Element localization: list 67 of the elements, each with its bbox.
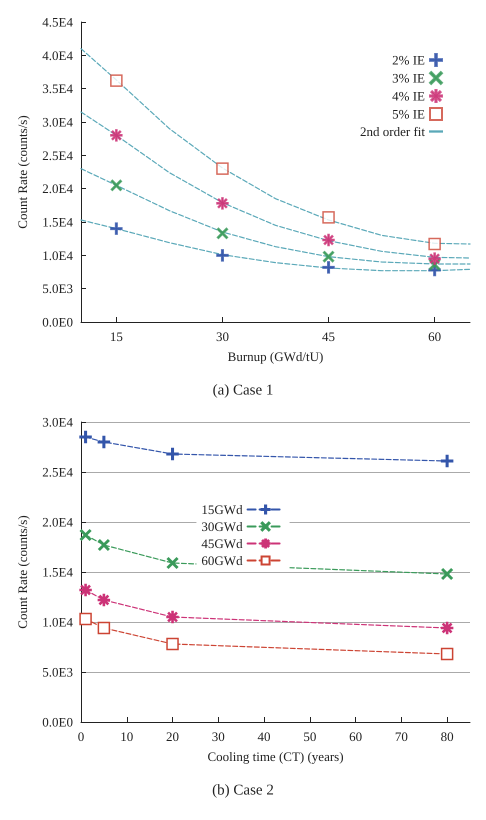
legend-label: 45GWd	[201, 536, 244, 551]
point	[98, 539, 110, 551]
y-tick-label: 5.0E3	[42, 664, 73, 680]
point	[322, 261, 335, 274]
y-tick-label: 2.0E4	[42, 514, 74, 530]
point	[322, 211, 335, 224]
x-tick-label: 0	[78, 729, 84, 744]
y-tick-label: 0.0E0	[42, 714, 73, 730]
x-tick-label: 20	[166, 729, 180, 744]
point	[441, 568, 453, 580]
y-tick-label: 4.0E4	[42, 48, 74, 63]
point	[166, 448, 179, 460]
point	[440, 454, 454, 468]
y-tick-label: 4.5E4	[42, 14, 74, 30]
point	[98, 622, 110, 634]
x-tick-label: 80	[440, 729, 454, 744]
x-tick-label: 15	[110, 329, 123, 344]
text: (b) Case 2	[212, 782, 274, 798]
legend-label: 4% IE	[392, 88, 426, 104]
y-axis-title: Count Rate (counts/s)	[15, 115, 30, 229]
legend-label: 60GWd	[201, 553, 244, 568]
y-tick-label: 3.0E4	[42, 114, 74, 130]
x-tick-label: 10	[120, 729, 134, 744]
x-tick-label: 30	[216, 329, 229, 344]
legend-label: 2nd order fit	[360, 124, 426, 139]
x-axis-title: Cooling time (CT) (years)	[207, 749, 344, 764]
legend-label: 3% IE	[392, 70, 426, 86]
point	[216, 162, 229, 175]
legend-label: 2% IE	[392, 52, 426, 68]
point	[110, 74, 123, 87]
y-tick-label: 3.0E4	[42, 414, 74, 430]
x-tick-label: 60	[349, 729, 362, 744]
x-tick-label: 60	[428, 329, 442, 344]
y-tick-label: 3.5E4	[42, 81, 74, 96]
legend-label: 30GWd	[201, 519, 244, 534]
text: (a) Case 1	[212, 382, 274, 398]
x-tick-label: 40	[258, 729, 271, 744]
y-tick-label: 5.0E3	[42, 281, 73, 296]
point	[98, 436, 110, 448]
point	[80, 529, 92, 541]
point	[166, 557, 178, 569]
y-tick-label: 0.0E0	[42, 314, 73, 330]
y-tick-label: 2.5E4	[42, 148, 74, 163]
x-tick-label: 70	[394, 729, 408, 744]
y-tick-label: 2.5E4	[42, 464, 74, 480]
x-tick-label: 50	[303, 729, 316, 744]
y-tick-label: 1.0E4	[42, 248, 74, 263]
point	[322, 250, 334, 262]
point	[216, 249, 229, 262]
point	[166, 638, 179, 650]
point	[110, 180, 122, 192]
point	[79, 612, 92, 626]
point	[428, 238, 441, 250]
y-tick-label: 1.5E4	[42, 214, 74, 230]
y-tick-label: 1.5E4	[42, 564, 74, 580]
legend-label: 5% IE	[392, 106, 426, 122]
y-tick-label: 2.0E4	[42, 181, 74, 196]
x-axis-title: Burnup (GWd/tU)	[228, 349, 324, 364]
x-tick-label: 45	[322, 329, 336, 344]
point	[79, 430, 92, 444]
point	[216, 228, 228, 240]
y-axis-title: Count Rate (counts/s)	[15, 515, 30, 629]
point	[110, 222, 123, 235]
point	[440, 648, 454, 660]
y-tick-label: 1.0E4	[42, 614, 74, 630]
x-tick-label: 30	[212, 729, 225, 744]
legend-label: 15GWd	[201, 502, 244, 517]
